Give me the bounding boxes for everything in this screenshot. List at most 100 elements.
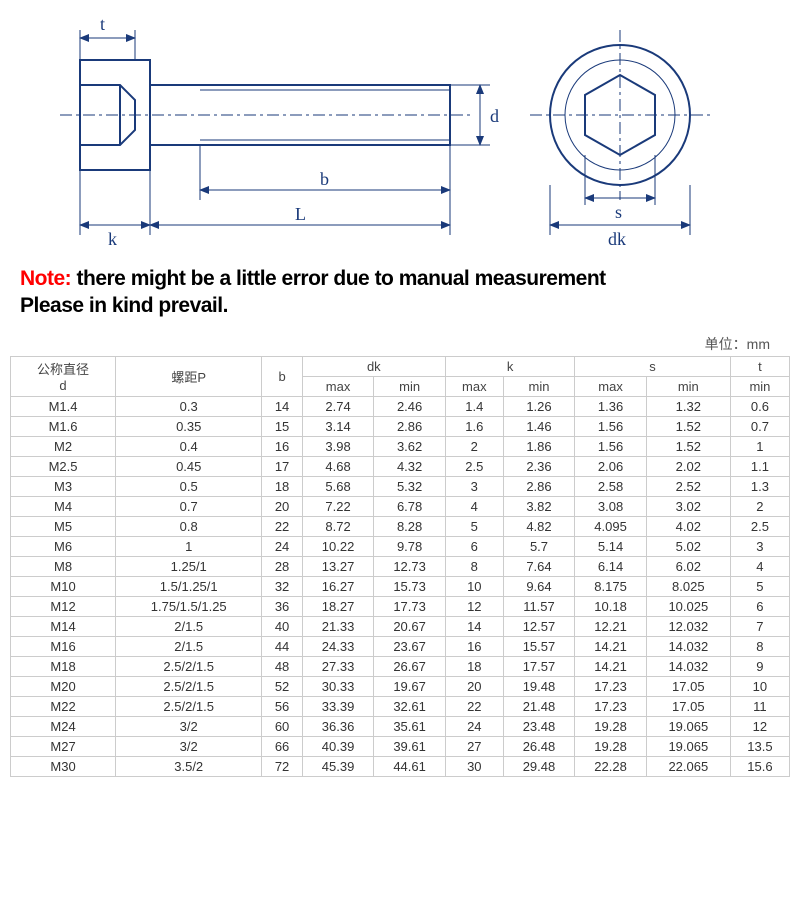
cell-t_min: 1.3	[730, 476, 789, 496]
cell-k_max: 8	[445, 556, 503, 576]
cell-s_min: 17.05	[646, 676, 730, 696]
cell-s_max: 3.08	[575, 496, 647, 516]
cell-k_max: 4	[445, 496, 503, 516]
cell-P: 0.4	[116, 436, 262, 456]
cell-dk_min: 15.73	[374, 576, 446, 596]
cell-dk_min: 2.46	[374, 396, 446, 416]
th-dk-max: max	[302, 376, 374, 396]
cell-P: 0.45	[116, 456, 262, 476]
cell-k_min: 21.48	[503, 696, 575, 716]
cell-k_min: 2.36	[503, 456, 575, 476]
cell-s_max: 14.21	[575, 636, 647, 656]
cell-t_min: 8	[730, 636, 789, 656]
cell-s_min: 2.02	[646, 456, 730, 476]
cell-dk_min: 20.67	[374, 616, 446, 636]
cell-b: 14	[262, 396, 302, 416]
note-line1: there might be a little error due to man…	[71, 267, 605, 290]
cell-k_max: 2.5	[445, 456, 503, 476]
cell-s_max: 1.56	[575, 436, 647, 456]
cell-s_min: 6.02	[646, 556, 730, 576]
cell-k_min: 2.86	[503, 476, 575, 496]
cell-s_min: 19.065	[646, 736, 730, 756]
cell-k_max: 2	[445, 436, 503, 456]
cell-s_max: 12.21	[575, 616, 647, 636]
cell-b: 22	[262, 516, 302, 536]
cell-d: M12	[11, 596, 116, 616]
cell-s_max: 22.28	[575, 756, 647, 776]
th-d: 公称直径 d	[11, 356, 116, 396]
cell-s_min: 3.02	[646, 496, 730, 516]
cell-k_min: 26.48	[503, 736, 575, 756]
cell-dk_max: 16.27	[302, 576, 374, 596]
cell-k_min: 23.48	[503, 716, 575, 736]
cell-d: M8	[11, 556, 116, 576]
table-row: M81.25/12813.2712.7387.646.146.024	[11, 556, 790, 576]
cell-dk_max: 13.27	[302, 556, 374, 576]
cell-P: 3/2	[116, 736, 262, 756]
cell-s_min: 1.52	[646, 416, 730, 436]
cell-k_max: 6	[445, 536, 503, 556]
cell-s_max: 14.21	[575, 656, 647, 676]
th-dk-min: min	[374, 376, 446, 396]
cell-b: 52	[262, 676, 302, 696]
cell-k_min: 15.57	[503, 636, 575, 656]
table-row: M20.4163.983.6221.861.561.521	[11, 436, 790, 456]
cell-t_min: 2.5	[730, 516, 789, 536]
dim-label-b: b	[320, 169, 329, 189]
cell-d: M10	[11, 576, 116, 596]
table-row: M202.5/2/1.55230.3319.672019.4817.2317.0…	[11, 676, 790, 696]
cell-b: 72	[262, 756, 302, 776]
cell-d: M24	[11, 716, 116, 736]
cell-s_max: 5.14	[575, 536, 647, 556]
cell-b: 32	[262, 576, 302, 596]
dim-label-s: s	[615, 202, 622, 222]
cell-s_max: 1.56	[575, 416, 647, 436]
cell-k_min: 17.57	[503, 656, 575, 676]
cell-dk_min: 2.86	[374, 416, 446, 436]
cell-d: M5	[11, 516, 116, 536]
cell-P: 0.35	[116, 416, 262, 436]
cell-d: M27	[11, 736, 116, 756]
cell-t_min: 0.6	[730, 396, 789, 416]
dim-label-dk: dk	[608, 229, 626, 249]
cell-t_min: 7	[730, 616, 789, 636]
cell-dk_min: 39.61	[374, 736, 446, 756]
dim-label-L: L	[295, 204, 306, 224]
cell-t_min: 5	[730, 576, 789, 596]
spec-table: 公称直径 d 螺距P b dk k s t max min max min ma…	[10, 356, 790, 777]
cell-t_min: 1	[730, 436, 789, 456]
cell-k_max: 3	[445, 476, 503, 496]
cell-dk_max: 24.33	[302, 636, 374, 656]
cell-d: M16	[11, 636, 116, 656]
cell-k_max: 27	[445, 736, 503, 756]
cell-P: 1.25/1	[116, 556, 262, 576]
cell-k_max: 12	[445, 596, 503, 616]
cell-dk_min: 19.67	[374, 676, 446, 696]
cell-P: 1.5/1.25/1	[116, 576, 262, 596]
cell-dk_min: 32.61	[374, 696, 446, 716]
cell-t_min: 6	[730, 596, 789, 616]
cell-s_max: 6.14	[575, 556, 647, 576]
cell-k_max: 10	[445, 576, 503, 596]
cell-P: 0.8	[116, 516, 262, 536]
cell-s_min: 1.32	[646, 396, 730, 416]
cell-dk_max: 10.22	[302, 536, 374, 556]
cell-t_min: 13.5	[730, 736, 789, 756]
cell-b: 48	[262, 656, 302, 676]
cell-k_max: 5	[445, 516, 503, 536]
th-t: t	[730, 356, 789, 376]
th-k: k	[445, 356, 574, 376]
cell-s_max: 8.175	[575, 576, 647, 596]
cell-t_min: 12	[730, 716, 789, 736]
cell-t_min: 0.7	[730, 416, 789, 436]
cell-dk_max: 3.14	[302, 416, 374, 436]
cell-dk_min: 3.62	[374, 436, 446, 456]
cell-b: 36	[262, 596, 302, 616]
cell-s_max: 19.28	[575, 736, 647, 756]
table-row: M273/26640.3939.612726.4819.2819.06513.5	[11, 736, 790, 756]
table-row: M182.5/2/1.54827.3326.671817.5714.2114.0…	[11, 656, 790, 676]
cell-dk_max: 4.68	[302, 456, 374, 476]
cell-P: 3.5/2	[116, 756, 262, 776]
dim-label-k: k	[108, 229, 117, 249]
cell-s_min: 10.025	[646, 596, 730, 616]
